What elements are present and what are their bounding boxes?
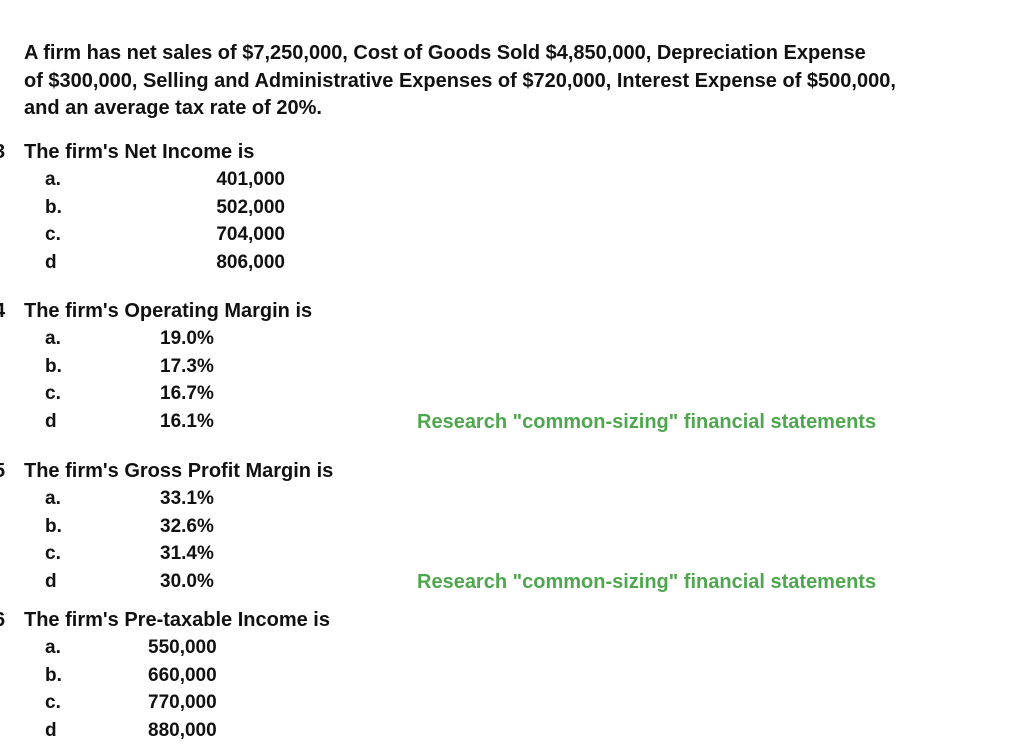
question-number: 4 [0,298,5,324]
option-value: 16.1% [160,410,214,432]
option-letter: a. [45,169,61,190]
option-letter: d [45,719,57,741]
option-letter: a. [45,328,61,349]
option-value: 31.4% [160,543,214,564]
option-letter: d [45,251,57,273]
option-value: 401,000 [216,169,285,190]
option-letter: c. [45,543,61,564]
option-value: 880,000 [148,719,217,741]
question-prompt: The firm's Pre-taxable Income is [24,609,330,631]
hint-note: Research "common-sizing" financial state… [417,410,877,433]
question-number: 6 [0,607,5,633]
option-value: 550,000 [148,637,217,658]
option-value: 33.1% [160,488,214,509]
option-letter: b. [45,515,62,537]
intro-line: of $300,000, Selling and Administrative … [24,69,896,92]
question-number: 3 [0,139,5,165]
intro-line: and an average tax rate of 20%. [24,97,322,119]
question-prompt: The firm's Operating Margin is [24,300,313,322]
option-value: 30.0% [160,570,214,592]
option-letter: b. [45,196,62,218]
option-value: 502,000 [216,196,285,218]
option-letter: c. [45,383,61,404]
option-letter: d [45,410,57,432]
option-letter: c. [45,224,61,245]
option-value: 660,000 [148,664,217,686]
option-value: 806,000 [216,251,285,273]
option-letter: c. [45,692,61,713]
option-value: 19.0% [160,328,214,349]
option-letter: a. [45,637,61,658]
option-letter: a. [45,488,61,509]
hint-note: Research "common-sizing" financial state… [417,570,877,593]
option-letter: b. [45,664,62,686]
option-value: 32.6% [160,515,214,537]
option-letter: d [45,570,57,592]
option-value: 16.7% [160,383,214,404]
question-prompt: The firm's Net Income is [24,141,255,163]
option-letter: b. [45,355,62,377]
option-value: 17.3% [160,355,214,377]
option-value: 704,000 [216,224,285,245]
question-prompt: The firm's Gross Profit Margin is [24,460,334,482]
question-number: 5 [0,458,5,484]
option-value: 770,000 [148,692,217,713]
intro-line: A firm has net sales of $7,250,000, Cost… [24,42,866,64]
